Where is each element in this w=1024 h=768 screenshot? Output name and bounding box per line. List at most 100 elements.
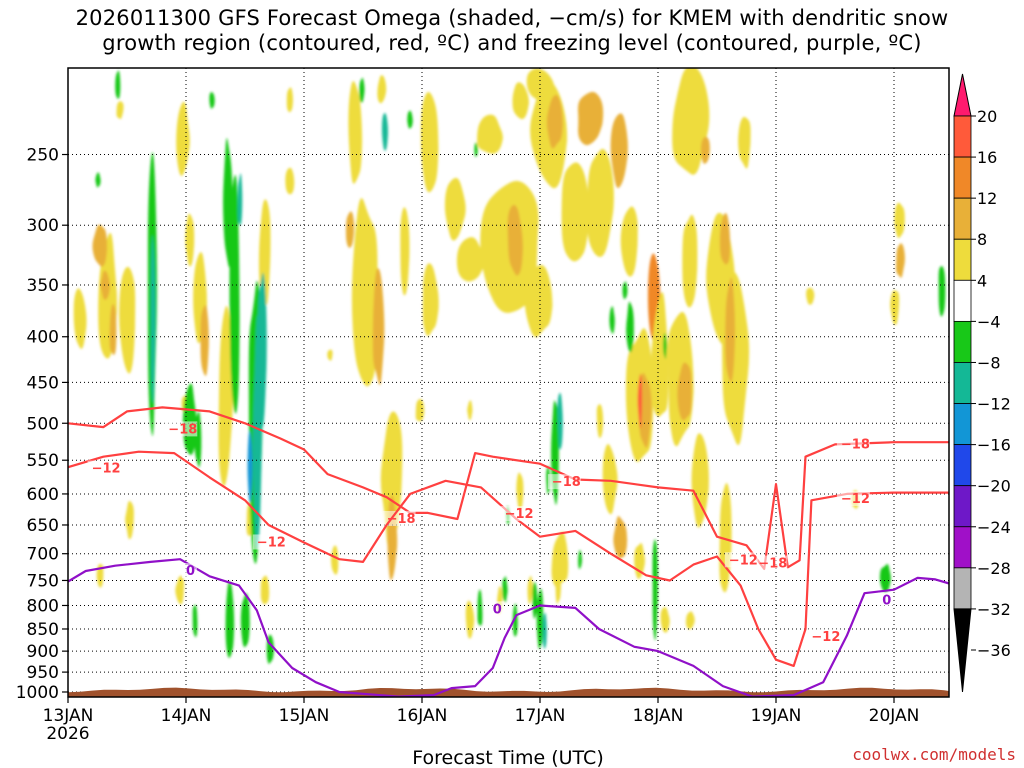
x-tick-label: 19JAN: [751, 706, 802, 726]
shading-blob: [542, 612, 547, 649]
colorbar-swatch: [953, 197, 972, 240]
shading-blob: [400, 207, 410, 296]
contour-label-bg: [754, 555, 788, 571]
contour-label-0: 0: [186, 564, 195, 579]
shading-blob: [524, 264, 553, 338]
colorbar-tick-label: −12: [977, 395, 1011, 414]
shading-blob: [894, 202, 905, 239]
contour-label-bg: [488, 601, 504, 617]
shading-blob: [806, 287, 815, 305]
colorbar-tick-label: −8: [977, 353, 1001, 372]
chart-title: 2026011300 GFS Forecast Omega (shaded, −…: [0, 6, 1024, 56]
colorbar-tick-label: 12: [977, 189, 997, 208]
y-tick-label: 1000: [16, 683, 59, 703]
shading-blob: [637, 373, 643, 429]
shading-blob: [477, 114, 504, 154]
x-tick-label: 14JAN: [161, 706, 212, 726]
shading-blob: [100, 270, 111, 300]
shading-blob: [407, 110, 413, 129]
contour-label-bg: [836, 436, 870, 452]
shading-blob: [175, 575, 185, 605]
shading-blob: [359, 77, 365, 103]
contour-label--18: −18: [552, 475, 581, 490]
shading-blob: [555, 566, 562, 604]
shading-blob: [561, 162, 590, 262]
shading-blob: [73, 288, 88, 349]
contour-label-bg: [878, 592, 894, 608]
shading-blob: [176, 101, 191, 176]
shading-blob: [200, 305, 209, 377]
contour-label-bg: [724, 552, 758, 568]
shading-blob: [725, 277, 736, 383]
contour-label--12: −12: [92, 462, 121, 477]
contour-label-bg: [500, 506, 534, 522]
shading-blob: [444, 177, 467, 241]
colorbar-swatch: [953, 362, 972, 404]
colorbar-tick-label: −24: [977, 518, 1011, 537]
shading-blob: [652, 539, 658, 641]
y-tick-label: 350: [27, 276, 59, 296]
shading-blob: [345, 211, 355, 248]
y-tick-label: 300: [27, 216, 59, 236]
contour-label-bg: [164, 421, 198, 437]
colorbar-swatch: [953, 156, 972, 199]
shading-blob: [502, 576, 508, 603]
contour-line-0: [68, 558, 949, 697]
shading-blob: [327, 349, 333, 361]
axes: 2503003504004505005506006507007508008509…: [16, 146, 920, 744]
shading-blob: [240, 593, 250, 648]
chart-title-line-1: 2026011300 GFS Forecast Omega (shaded, −…: [75, 6, 949, 30]
shading-blob: [185, 213, 195, 267]
y-tick-label: 600: [27, 485, 59, 505]
shading-blob: [677, 362, 692, 421]
y-tick-label: 750: [27, 571, 59, 591]
shading-blob: [526, 68, 555, 103]
contour-label-bg: [547, 474, 581, 490]
shading-blob: [260, 575, 270, 605]
credit-text: coolwx.com/models: [852, 745, 1016, 764]
x-tick-label: 17JAN: [515, 706, 566, 726]
shading-blob: [237, 173, 243, 226]
shading-blob: [685, 611, 696, 630]
contour-label--12: −12: [811, 630, 840, 645]
shading-blob: [331, 545, 339, 575]
shading-blob: [639, 372, 653, 448]
shading-blob: [285, 167, 295, 195]
shading-blob: [578, 550, 583, 570]
shading-blob: [938, 266, 946, 317]
shading-blob: [660, 607, 670, 633]
colorbar-swatch: [953, 485, 972, 528]
y-tick-label: 950: [27, 663, 59, 683]
shading-blob: [372, 268, 385, 386]
x-tick-label: 20JAN: [869, 706, 920, 726]
contour-label-0: 0: [882, 594, 891, 609]
shading-blob: [477, 589, 483, 626]
y-tick-label: 450: [27, 373, 59, 393]
y-tick-label: 800: [27, 596, 59, 616]
shading-blob: [125, 500, 134, 540]
shading-blob: [218, 305, 234, 487]
contour-label--12: −12: [257, 535, 286, 550]
contour-label-bg: [836, 491, 870, 507]
colorbar-tick-label: −16: [977, 436, 1011, 455]
x-tick-label: 18JAN: [633, 706, 684, 726]
shading-blob: [587, 148, 615, 257]
contour-label--18: −18: [841, 437, 870, 452]
x-axis-label: Forecast Time (UTC): [412, 747, 603, 768]
colorbar-swatch: [953, 320, 972, 363]
shading-blob: [109, 304, 117, 356]
shading-blob: [527, 575, 533, 605]
shading-blob: [116, 101, 124, 119]
x-year-label: 2026: [46, 724, 89, 744]
colorbar-tick-label: −32: [977, 600, 1011, 619]
contour-line--18: [68, 406, 949, 570]
terrain-ground: [68, 687, 949, 697]
contour-label-0: 0: [493, 602, 502, 617]
shading-blob: [182, 383, 198, 456]
shading-blob: [691, 433, 710, 528]
shading-blob: [890, 290, 900, 326]
shading-blob: [609, 306, 615, 334]
contour-label--12: −12: [729, 553, 758, 568]
colorbar-bottom-arrow: [953, 608, 972, 693]
